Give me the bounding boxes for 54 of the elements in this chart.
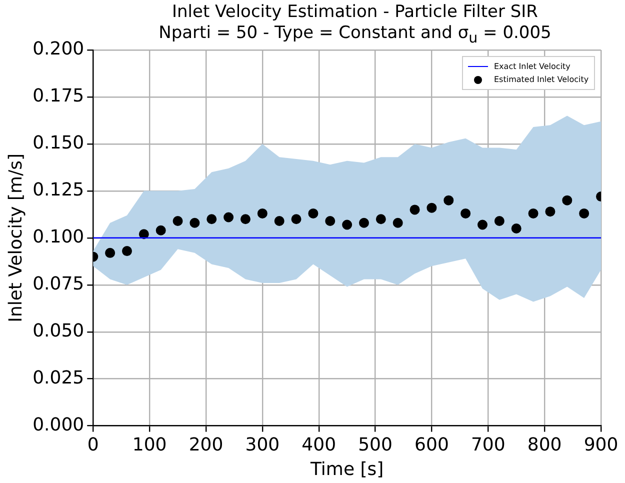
x-tick-label: 700 (470, 434, 506, 456)
y-tick-label: 0.175 (32, 86, 84, 107)
y-tick-label: 0.100 (32, 226, 84, 248)
point (410, 204, 420, 215)
point (291, 214, 302, 224)
point (528, 208, 538, 218)
point (511, 224, 522, 234)
x-tick-label: 800 (527, 434, 562, 456)
point (545, 206, 556, 217)
point (562, 195, 572, 206)
point (224, 212, 234, 222)
point (460, 208, 471, 218)
legend-label: Exact Inlet Velocity (494, 61, 570, 73)
y-axis-title: Inlet Velocity [m/s] (5, 153, 26, 322)
x-tick-label: 900 (584, 434, 618, 456)
x-tick-label: 600 (414, 434, 449, 456)
point (325, 216, 336, 226)
y-tick-label: 0.025 (32, 367, 84, 388)
point (190, 218, 200, 228)
x-tick-label: 0 (87, 434, 99, 456)
point (579, 208, 590, 218)
x-axis-title: Time [s] (309, 458, 384, 480)
point (138, 229, 149, 240)
y-tick-label: 0.000 (32, 414, 84, 436)
point (122, 246, 132, 256)
point (342, 220, 352, 230)
chart-title: Inlet Velocity Estimation - Particle Filter SIR (171, 2, 539, 23)
point (240, 214, 250, 224)
point (392, 218, 403, 228)
point (444, 195, 454, 206)
x-tick-label: 400 (302, 434, 336, 456)
y-tick-label: 0.200 (32, 38, 84, 60)
point (257, 208, 268, 218)
legend-label: Estimated Inlet Velocity (494, 74, 589, 86)
point (426, 202, 437, 213)
point (494, 216, 504, 226)
point (156, 225, 166, 236)
x-tick-label: 200 (188, 434, 224, 456)
point (206, 214, 217, 224)
y-tick-label: 0.050 (32, 320, 84, 342)
point (308, 208, 318, 218)
point (358, 218, 369, 228)
y-tick-label: 0.150 (32, 132, 84, 154)
point (477, 220, 488, 230)
y-tick-label: 0.125 (32, 180, 84, 201)
chart-subtitle: Nparti = 50 - Type = Constant and σ$_{u}$ = 0.005 (158, 23, 552, 48)
x-tick-label: 300 (245, 434, 280, 456)
point (376, 214, 386, 224)
x-tick-label: 100 (132, 434, 167, 456)
x-tick-label: 500 (358, 434, 392, 456)
point (105, 248, 116, 258)
y-tick-label: 0.075 (32, 274, 84, 295)
point (172, 216, 183, 226)
point (274, 216, 284, 226)
